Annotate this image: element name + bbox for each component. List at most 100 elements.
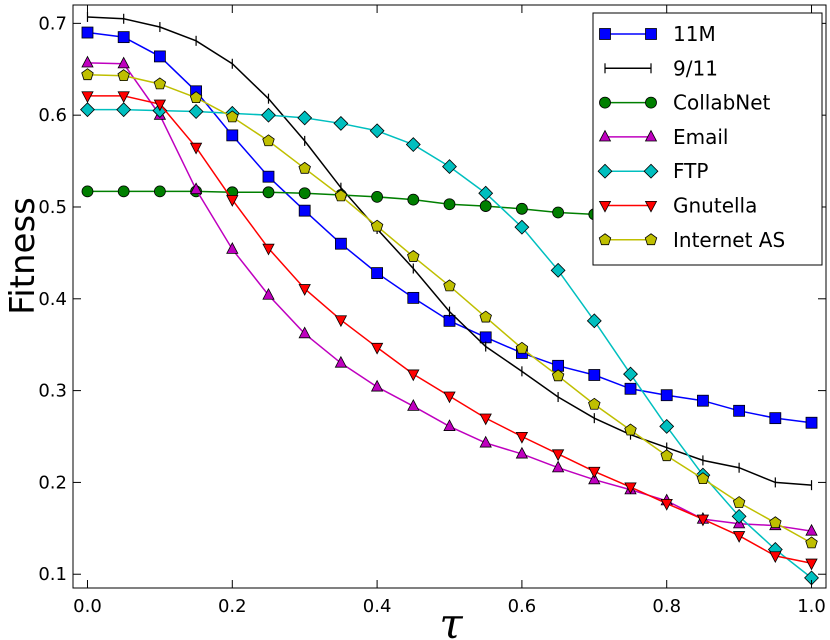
data-point: [697, 394, 709, 407]
legend-marker: [598, 129, 612, 142]
data-point: [153, 50, 166, 63]
data-point: [696, 472, 710, 485]
data-point: [550, 262, 566, 278]
data-point: [226, 242, 239, 254]
data-point: [478, 185, 494, 201]
data-point: [297, 110, 313, 126]
data-point: [805, 558, 818, 571]
data-point: [226, 110, 239, 123]
legend-entry: 11M: [599, 22, 716, 46]
data-point: [262, 243, 275, 256]
data-point: [81, 55, 94, 68]
legend-marker: [599, 96, 611, 109]
series-gnutella: [81, 91, 818, 571]
x-tick-label: 0.8: [652, 596, 681, 617]
legend-label: FTP: [673, 159, 708, 183]
data-point: [371, 267, 383, 279]
legend-entry: Gnutella: [598, 194, 757, 218]
data-point: [298, 204, 311, 217]
data-point: [117, 31, 130, 44]
data-point: [80, 102, 95, 118]
data-point: [369, 123, 385, 139]
data-point: [624, 423, 637, 436]
data-point: [588, 369, 601, 381]
legend-marker: [644, 200, 658, 213]
data-point: [153, 99, 167, 112]
data-point: [262, 186, 275, 199]
legend-marker: [645, 96, 657, 109]
legend-entry: CollabNet: [599, 91, 771, 115]
legend-marker: [645, 28, 657, 40]
data-point: [407, 250, 420, 262]
data-point: [153, 185, 166, 198]
legend-entry: Email: [598, 125, 729, 149]
data-point: [442, 159, 457, 175]
legend-entry: FTP: [597, 159, 708, 183]
data-point: [262, 287, 275, 300]
legend-entry: 9/11: [604, 56, 718, 80]
data-point: [623, 366, 638, 382]
x-axis-label: τ: [439, 599, 463, 640]
y-tick-label: 0.3: [38, 381, 67, 402]
data-point: [116, 102, 132, 118]
data-point: [189, 142, 203, 155]
legend-marker: [598, 200, 612, 213]
data-point: [189, 91, 203, 104]
data-point: [479, 413, 492, 426]
data-point: [189, 182, 203, 195]
data-point: [586, 313, 602, 329]
data-point: [805, 416, 818, 429]
data-point: [769, 516, 782, 529]
data-point: [407, 369, 420, 382]
legend-label: Email: [673, 125, 729, 149]
legend-label: 11M: [673, 22, 716, 46]
data-point: [552, 206, 565, 219]
data-point: [731, 508, 747, 524]
data-point: [805, 523, 818, 536]
x-tick-label: 1.0: [797, 596, 826, 617]
data-point: [588, 466, 601, 479]
data-point: [696, 514, 710, 527]
data-point: [298, 187, 311, 200]
legend-marker: [644, 129, 658, 142]
data-point: [226, 129, 239, 142]
data-point: [733, 404, 746, 417]
data-point: [370, 219, 384, 232]
data-point: [117, 185, 130, 198]
data-point: [407, 291, 420, 304]
data-point: [334, 355, 348, 368]
x-tick-label: 0.2: [218, 596, 247, 617]
data-point: [298, 326, 311, 339]
data-point: [479, 435, 492, 448]
series-email: [81, 55, 818, 536]
data-point: [261, 107, 276, 123]
data-point: [334, 237, 347, 250]
legend-label: 9/11: [673, 56, 718, 80]
y-tick-label: 0.2: [38, 472, 67, 493]
data-point: [407, 399, 420, 411]
data-point: [479, 331, 492, 344]
data-point: [153, 77, 167, 90]
data-point: [298, 284, 311, 296]
data-point: [370, 342, 384, 355]
legend-marker: [643, 163, 659, 179]
legend-label: CollabNet: [673, 91, 771, 115]
y-tick-label: 0.5: [38, 197, 67, 218]
data-point: [769, 551, 782, 564]
x-tick-label: 0.4: [363, 596, 392, 617]
data-point: [624, 382, 637, 395]
y-tick-label: 0.4: [38, 289, 67, 310]
data-point: [659, 418, 675, 434]
data-point: [515, 446, 529, 459]
data-point: [334, 315, 348, 328]
data-point: [333, 115, 349, 131]
legend-marker: [599, 28, 611, 40]
x-tick-label: 0.0: [73, 596, 102, 617]
legend-box: [592, 12, 823, 266]
legend-marker: [597, 163, 613, 179]
series-ftp: [80, 102, 819, 586]
data-point: [805, 536, 818, 549]
data-point: [588, 397, 601, 410]
series-internet-as: [81, 68, 818, 549]
data-point: [81, 185, 94, 198]
